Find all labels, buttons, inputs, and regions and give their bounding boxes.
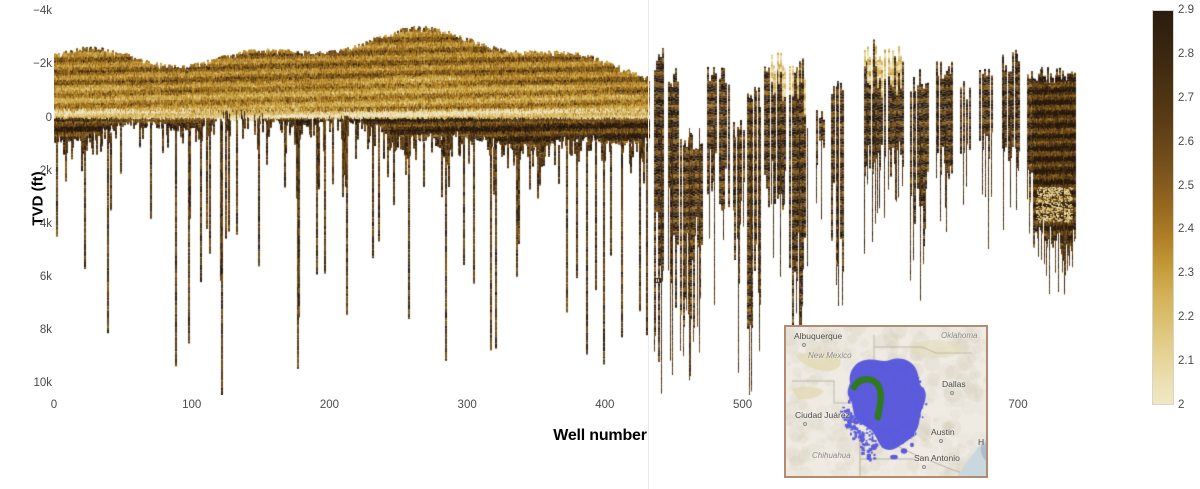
x-tick-label: 0: [50, 399, 58, 411]
colorbar-tick-label: 2: [1178, 399, 1185, 411]
y-tick-label: −4k: [33, 5, 52, 18]
map-city-dot: [922, 465, 926, 469]
well-location-map-inset[interactable]: Albuquerque New Mexico Oklahoma Dallas Ciuda…: [784, 325, 988, 478]
y-tick-label: −2k: [33, 58, 52, 71]
x-tick-label: 300: [457, 399, 477, 411]
x-axis-title: Well number: [553, 427, 647, 444]
panel-divider: [648, 0, 649, 489]
colorbar-tick-label: 2.8: [1178, 47, 1194, 60]
y-tick-label: 6k: [39, 270, 52, 283]
density-colorbar[interactable]: 2.9 2.8 2.7 2.6 2.5 2.4 2.3 2.2 2.1 2: [1152, 4, 1200, 411]
colorbar-tick-label: 2.2: [1178, 311, 1194, 324]
y-tick-label: 8k: [39, 323, 52, 336]
colorbar-tick-label: 2.1: [1178, 355, 1194, 368]
y-tick-label: 0: [45, 111, 52, 124]
map-city-dot: [939, 439, 943, 443]
map-city-dot: [950, 391, 954, 395]
map-city-dot: [802, 343, 806, 347]
map-city-dot: [803, 422, 807, 426]
colorbar-gradient: [1152, 10, 1174, 405]
y-tick-label: 10k: [33, 377, 52, 389]
colorbar-tick-label: 2.9: [1178, 4, 1194, 16]
x-tick-label: 100: [182, 399, 202, 411]
colorbar-tick-label: 2.6: [1178, 135, 1194, 148]
y-tick-label: 2k: [39, 164, 52, 177]
y-tick-label: 4k: [39, 217, 52, 230]
map-basemap-canvas: [786, 327, 986, 476]
colorbar-tick-label: 2.3: [1178, 267, 1194, 280]
colorbar-tick-label: 2.5: [1178, 179, 1194, 192]
x-tick-label: 700: [1008, 399, 1028, 411]
colorbar-tick-label: 2.7: [1178, 91, 1194, 104]
x-tick-label: 500: [732, 399, 753, 411]
colorbar-tick-label: 2.4: [1178, 223, 1194, 236]
y-axis-ticks: −4k −2k 0 2k 4k 6k 8k 10k: [0, 0, 52, 489]
x-tick-label: 200: [319, 399, 340, 411]
x-tick-label: 400: [595, 399, 615, 411]
